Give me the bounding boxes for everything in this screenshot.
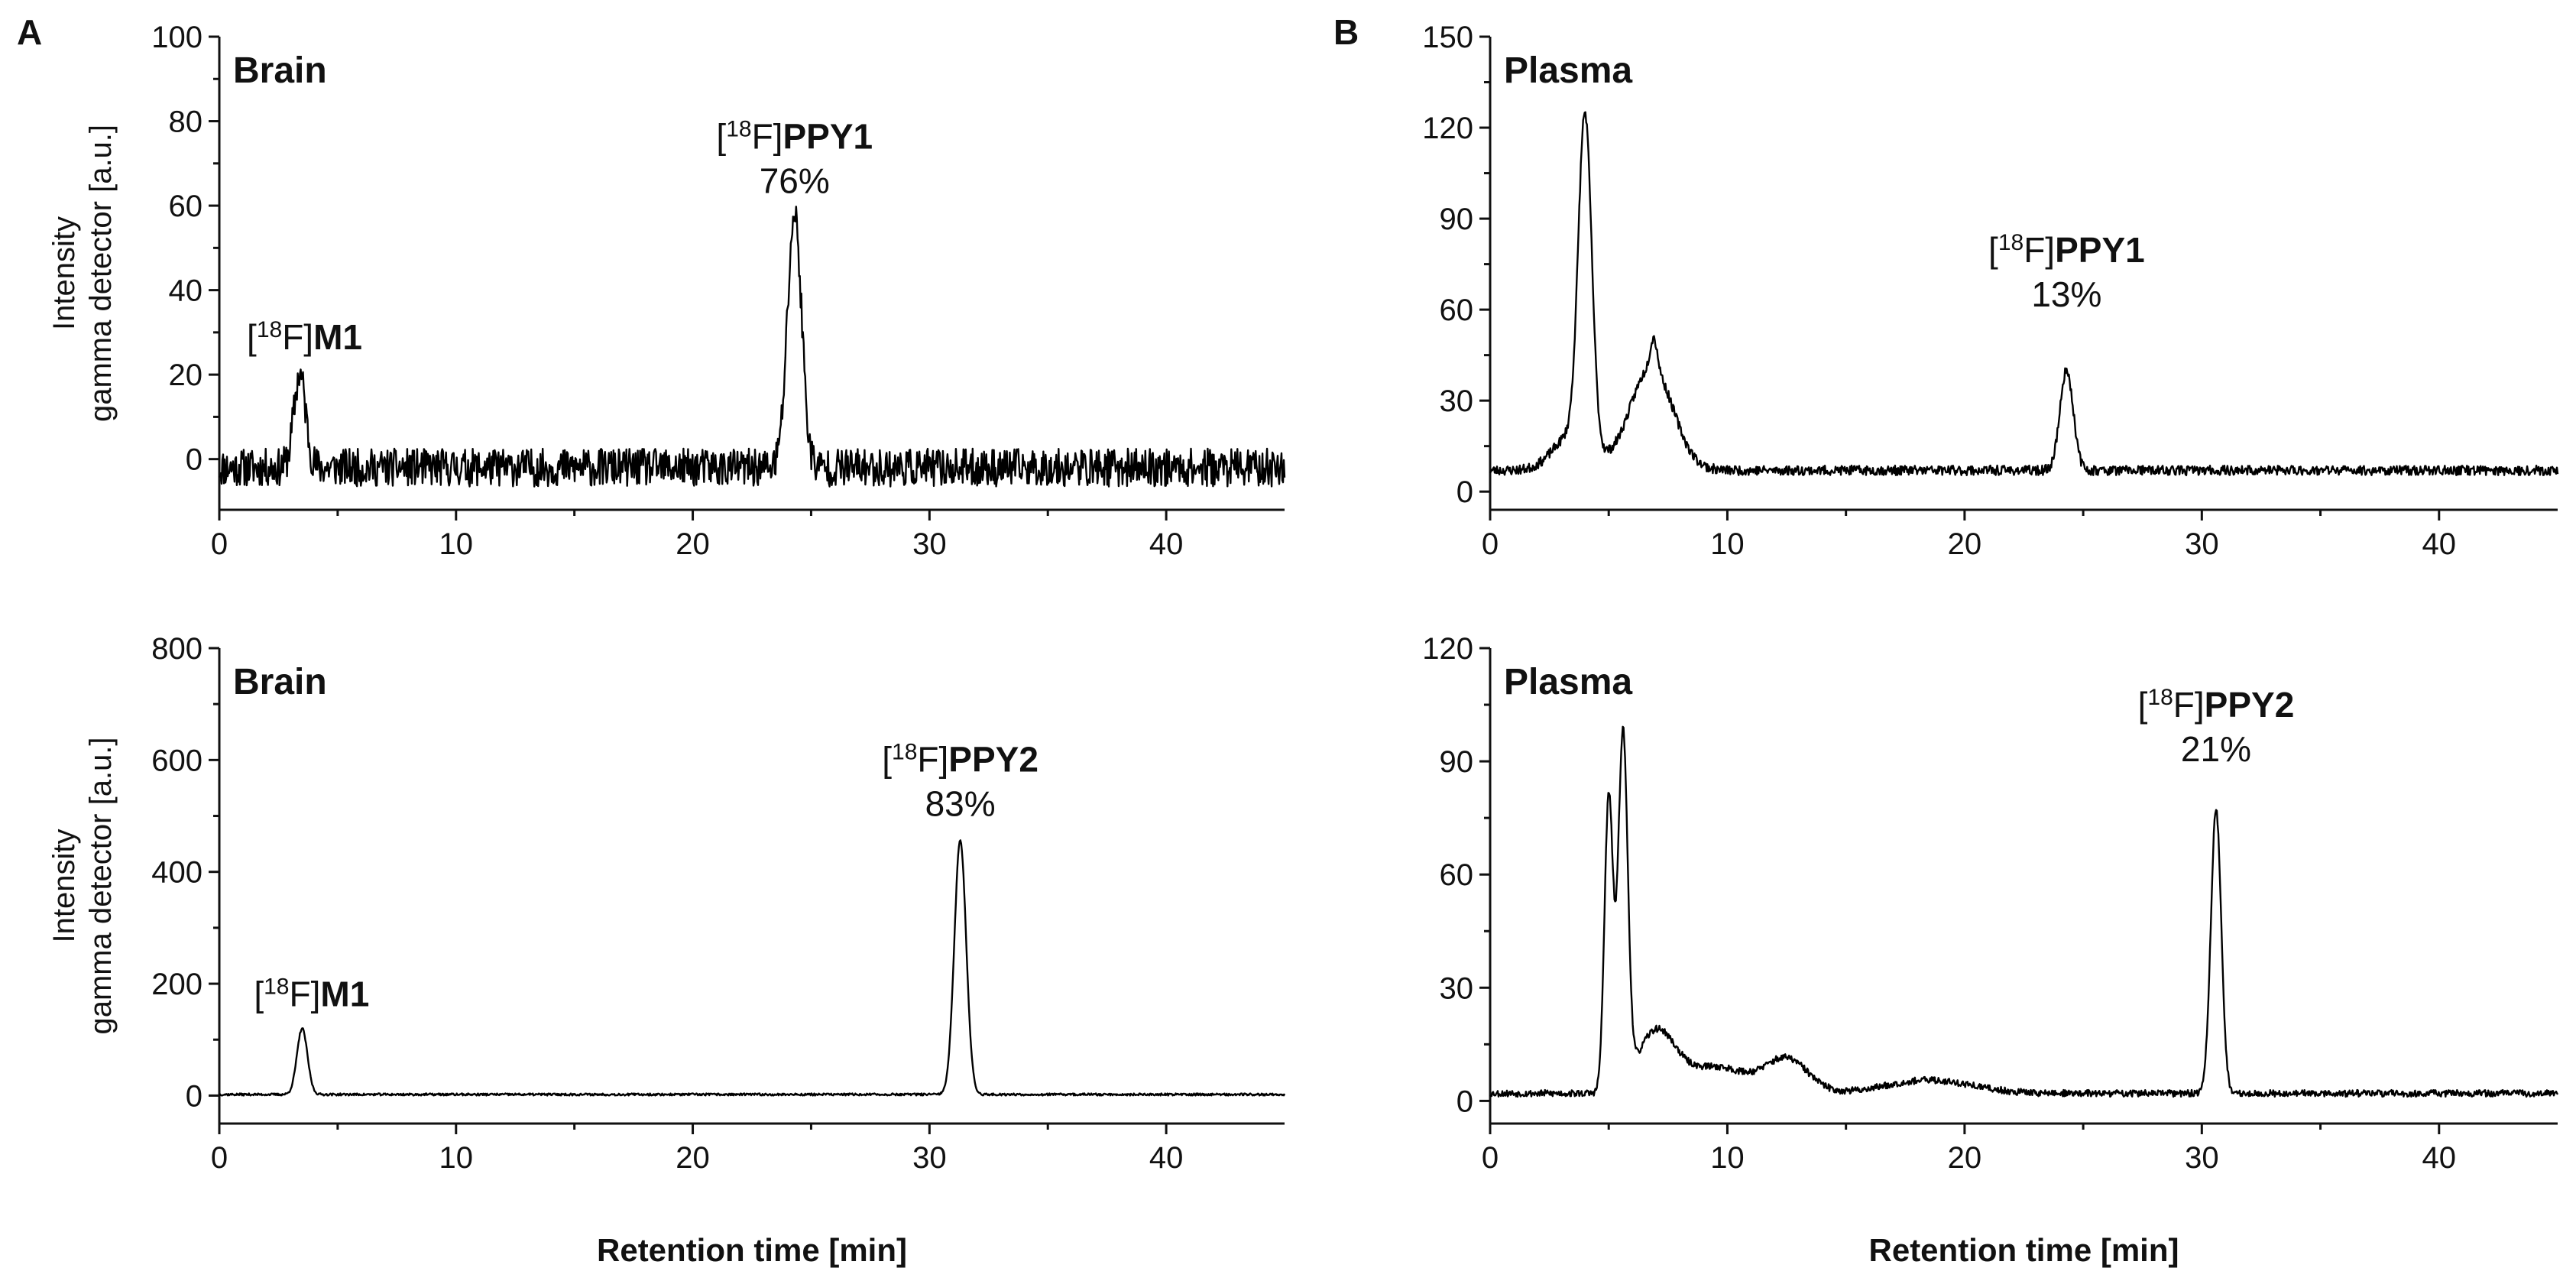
x-axis-title: Retention time [min] <box>597 1232 907 1268</box>
x-tick-label: 0 <box>211 1141 228 1175</box>
y-tick-label: 80 <box>169 105 203 139</box>
x-axis-title: Retention time [min] <box>1869 1232 2179 1268</box>
x-tick-label: 10 <box>1710 1141 1745 1175</box>
chart-B-bottom: 0 10 20 30 40 0 30 60 90 120 Retention time [min] P… <box>1422 632 2559 1268</box>
x-tick-label: 20 <box>676 527 710 561</box>
chromatogram-trace <box>1489 725 2559 1098</box>
y-tick-label: 0 <box>1456 475 1473 509</box>
peak-percent-label: 13% <box>2031 274 2101 314</box>
x-tick-label: 40 <box>1149 1141 1184 1175</box>
x-tick-label: 20 <box>1948 527 1982 561</box>
x-tick-label: 0 <box>1482 1141 1499 1175</box>
y-tick-label: 0 <box>186 1079 203 1113</box>
x-tick-label: 30 <box>912 527 947 561</box>
x-tick-label: 40 <box>1149 527 1184 561</box>
peak-percent-label: 21% <box>2181 729 2251 769</box>
y-tick-label: 100 <box>151 21 203 54</box>
x-tick-label: 0 <box>1482 527 1499 561</box>
peak-label-ppy2: [18F]PPY2 <box>2138 685 2295 725</box>
axis-lines <box>218 37 1285 511</box>
y-tick-label: 200 <box>151 968 203 1001</box>
axis-lines <box>1489 648 2558 1125</box>
peak-label-ppy1: [18F]PPY1 <box>716 116 873 156</box>
peak-label-m1: [18F]M1 <box>247 317 362 357</box>
y-tick-label: 60 <box>1440 858 1474 892</box>
chromatogram-trace <box>218 206 1286 488</box>
sample-label: Brain <box>233 50 327 91</box>
axis-lines <box>218 648 1285 1125</box>
y-tick-label: 120 <box>1422 112 1473 145</box>
y-tick-label: 90 <box>1440 745 1474 779</box>
y-axis-title-line2: gamma detector [a.u.] <box>84 125 118 422</box>
y-tick-label: 20 <box>169 358 203 392</box>
chromatogram-trace <box>1489 111 2559 476</box>
x-tick-label: 20 <box>1948 1141 1982 1175</box>
chart-A-top: 0 10 20 30 40 0 20 40 60 80 100 Intensity gamma dete… <box>47 21 1286 561</box>
y-axis-title-line2: gamma detector [a.u.] <box>84 737 118 1034</box>
peak-label-ppy2: [18F]PPY2 <box>882 740 1039 780</box>
peak-percent-label: 76% <box>760 161 830 200</box>
x-tick-label: 10 <box>1710 527 1745 561</box>
y-axis-title-line1: Intensity <box>47 829 81 943</box>
y-tick-label: 30 <box>1440 971 1474 1005</box>
y-tick-label: 0 <box>186 443 203 477</box>
chromatogram-trace <box>219 839 1286 1097</box>
x-tick-label: 20 <box>676 1141 710 1175</box>
y-tick-label: 40 <box>169 274 203 308</box>
axis-lines <box>1489 37 2558 511</box>
y-tick-label: 30 <box>1440 384 1474 418</box>
x-tick-label: 10 <box>439 1141 474 1175</box>
x-tick-label: 40 <box>2422 1141 2457 1175</box>
y-tick-label: 600 <box>151 744 203 777</box>
x-tick-label: 0 <box>211 527 228 561</box>
x-tick-label: 10 <box>439 527 474 561</box>
panel-letter-b: B <box>1333 12 1359 52</box>
y-axis-title-line1: Intensity <box>47 216 81 330</box>
y-tick-label: 60 <box>1440 293 1474 327</box>
y-tick-label: 150 <box>1422 21 1473 54</box>
sample-label: Plasma <box>1504 50 1632 91</box>
x-tick-label: 30 <box>2185 527 2219 561</box>
sample-label: Plasma <box>1504 662 1632 702</box>
panel-letter-a: A <box>17 12 42 52</box>
x-tick-label: 40 <box>2422 527 2457 561</box>
peak-label-ppy1: [18F]PPY1 <box>1988 230 2145 270</box>
x-tick-label: 30 <box>912 1141 947 1175</box>
y-tick-label: 400 <box>151 856 203 890</box>
y-tick-label: 800 <box>151 632 203 666</box>
y-tick-label: 60 <box>169 190 203 223</box>
x-tick-label: 30 <box>2185 1141 2219 1175</box>
sample-label: Brain <box>233 662 327 702</box>
y-tick-label: 90 <box>1440 203 1474 236</box>
peak-label-m1: [18F]M1 <box>254 974 369 1013</box>
y-tick-label: 0 <box>1456 1085 1473 1118</box>
y-tick-label: 120 <box>1422 632 1473 666</box>
peak-percent-label: 83% <box>925 784 996 824</box>
